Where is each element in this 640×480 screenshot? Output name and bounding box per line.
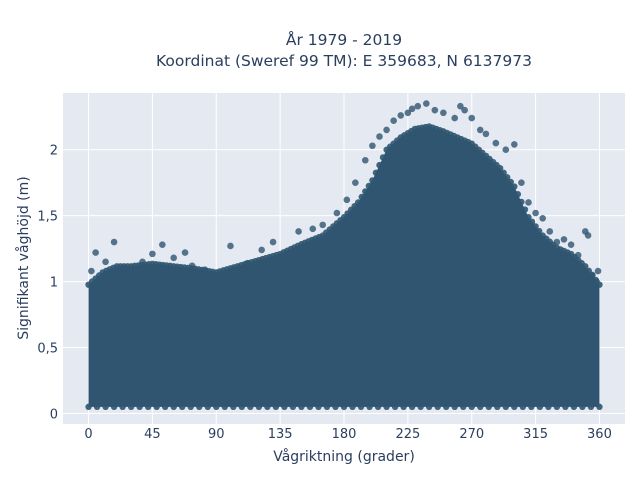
scatter-point — [502, 146, 510, 154]
scatter-point — [309, 225, 317, 233]
scatter-point — [525, 199, 532, 206]
scatter-point — [553, 238, 561, 246]
scatter-point — [181, 249, 189, 256]
scatter-point — [492, 139, 500, 147]
scatter-point — [574, 251, 582, 259]
scatter-point — [120, 265, 128, 272]
scatter-point — [594, 267, 602, 275]
scatter-point — [188, 262, 196, 270]
scatter-point — [201, 266, 209, 274]
x-tick-label: 135 — [268, 427, 293, 442]
y-tick-label: 2 — [50, 144, 58, 159]
x-tick-label: 180 — [332, 427, 357, 442]
scatter-point — [244, 259, 251, 267]
scatter-series — [85, 100, 603, 411]
scatter-point — [269, 238, 277, 246]
y-tick-label: 0,5 — [37, 342, 58, 357]
y-tick-label: 0 — [50, 407, 58, 422]
scatter-point — [468, 114, 476, 122]
scatter-point — [159, 241, 166, 248]
x-tick-label: 315 — [523, 427, 548, 442]
scatter-point — [440, 109, 447, 117]
x-tick-label: 270 — [459, 427, 484, 442]
scatter-point — [476, 126, 484, 134]
tick-labels: 0 45 90 135 180 225 270 315 360 0 0,5 1 1,5 2 — [37, 144, 612, 442]
scatter-point — [589, 271, 596, 279]
chart-subtitle: Koordinat (Sweref 99 TM): E 359683, N 61… — [156, 52, 532, 70]
scatter-point — [539, 214, 546, 222]
scatter-point — [414, 102, 422, 110]
scatter-point — [560, 236, 568, 243]
scatter-point — [369, 142, 376, 150]
scatter-point — [451, 114, 458, 122]
scatter-point — [170, 254, 177, 262]
scatter-point — [110, 238, 118, 246]
scatter-point — [482, 130, 490, 138]
scatter-point — [376, 133, 383, 140]
scatter-point — [361, 156, 369, 164]
scatter-point — [210, 273, 217, 280]
scatter-point — [511, 141, 518, 148]
scatter-point — [567, 241, 575, 248]
scatter-point — [518, 179, 525, 186]
chart-title: År 1979 - 2019 — [286, 30, 402, 49]
x-tick-label: 45 — [144, 427, 161, 442]
scatter-point — [390, 117, 397, 124]
scatter-point — [546, 228, 554, 235]
scatter-point — [149, 250, 156, 258]
scatter-point — [423, 100, 430, 107]
scatter-point — [343, 196, 351, 204]
scatter-point — [227, 242, 234, 250]
x-tick-label: 225 — [395, 427, 420, 442]
scatter-point — [295, 228, 302, 235]
scatter-point — [584, 232, 592, 239]
scatter-point — [102, 258, 109, 266]
scatter-point — [431, 106, 439, 114]
scatter-point — [532, 209, 539, 217]
scatter-point — [333, 209, 341, 217]
scatter-point — [383, 126, 390, 134]
scatter-point — [461, 106, 468, 114]
scatter-point — [258, 246, 265, 254]
scatter-point — [408, 105, 416, 113]
scatter-point — [457, 102, 464, 110]
scatter-point — [404, 109, 412, 117]
x-tick-label: 0 — [84, 427, 92, 442]
x-tick-label: 360 — [587, 427, 612, 442]
y-tick-label: 1 — [50, 276, 58, 291]
y-tick-label: 1,5 — [37, 210, 58, 225]
y-axis-title: Signifikant våghöjd (m) — [15, 176, 32, 339]
x-axis-title: Vågriktning (grader) — [273, 448, 415, 465]
scatter-point — [88, 267, 95, 275]
scatter-point — [139, 258, 146, 266]
scatter-point — [593, 278, 600, 285]
x-tick-label: 90 — [208, 427, 225, 442]
scatter-point — [92, 249, 99, 256]
scatter-point — [352, 179, 359, 186]
scatter-point — [319, 221, 327, 229]
scatter-dense-cloud — [88, 126, 600, 407]
scatter-point — [397, 112, 405, 119]
